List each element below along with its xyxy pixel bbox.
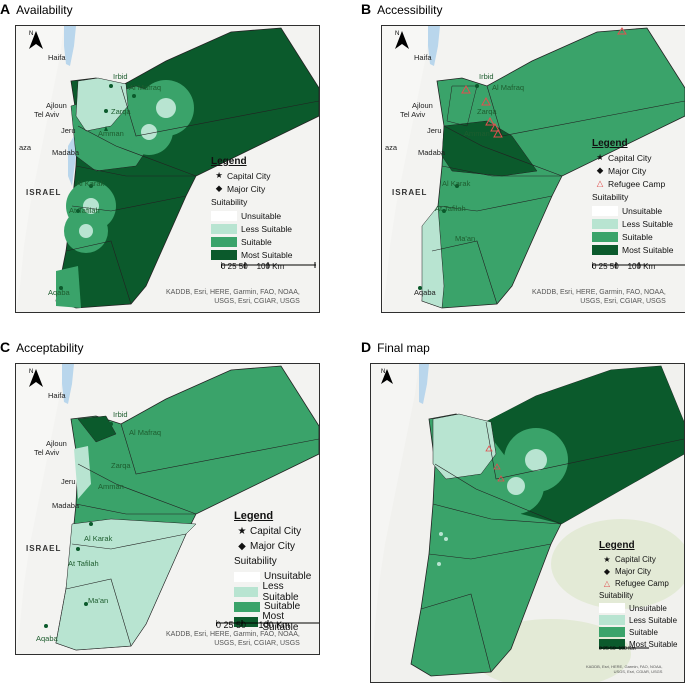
place-israel: ISRAEL xyxy=(392,188,428,197)
credit-a: KADDB, Esri, HERE, Garmin, FAO, NOAA, USG… xyxy=(166,289,300,305)
map-accessibility: N Haifa Irbid Al Mafraq Ajloun Tel Aviv … xyxy=(381,25,685,313)
place-israel: ISRAEL xyxy=(26,188,62,197)
star-icon: ★ xyxy=(215,170,223,180)
panel-d-title: D Final map xyxy=(361,339,430,355)
place-karak: Al Karak xyxy=(442,179,471,188)
scale-bar-b: 0 25 50 100 Km xyxy=(592,262,685,271)
place-maan: Ma'an xyxy=(455,234,476,243)
map-final: N Legend ★ Capital City ◆ Major City △ Refu… xyxy=(370,363,685,683)
place-irbid: Irbid xyxy=(113,72,128,81)
place-amman: Amman xyxy=(464,129,490,138)
scale-bar-a: 0 25 50 100 Km xyxy=(221,262,316,271)
place-telaviv: Tel Aviv xyxy=(400,110,426,119)
place-jeru: Jeru xyxy=(61,126,76,135)
map-b-graphic xyxy=(382,26,685,312)
place-tafilah: At Tafilah xyxy=(435,204,466,213)
place-tafilah: At Tafilah xyxy=(69,206,100,215)
scale-bar-c: 0 25 50 100 Km xyxy=(216,620,319,630)
place-karak: Al Karak xyxy=(76,179,105,188)
place-mafraq: Al Mafraq xyxy=(129,428,162,437)
place-ajloun: Ajloun xyxy=(46,101,67,110)
credit-c: KADDB, Esri, HERE, Garmin, FAO, NOAA, USG… xyxy=(166,631,300,647)
place-aqaba: Aqaba xyxy=(414,288,436,297)
panel-b-title: B Accessibility xyxy=(361,1,443,17)
credit-d: KADDB, Esri, HERE, Garmin, FAO, NOAA, USG… xyxy=(586,664,663,674)
place-aqaba: Aqaba xyxy=(36,634,58,643)
place-ajloun: Ajloun xyxy=(46,439,67,448)
place-amman: Amman xyxy=(98,129,124,138)
place-telaviv: Tel Aviv xyxy=(34,110,60,119)
place-mafraq: Al Mafraq xyxy=(129,83,162,92)
map-c-graphic xyxy=(16,364,319,654)
map-a-graphic xyxy=(16,26,319,312)
legend-c: Legend ★ Capital City ◆ Major City Suitabi… xyxy=(234,510,312,633)
map-acceptability: N Haifa Irbid Al Mafraq Ajloun Tel Aviv … xyxy=(15,363,320,655)
place-jeru: Jeru xyxy=(427,126,442,135)
place-amman: Amman xyxy=(98,482,124,491)
place-irbid: Irbid xyxy=(113,410,128,419)
map-availability: N Haifa Irbid Al Mafraq Ajloun Tel Aviv … xyxy=(15,25,320,313)
place-madaba: Madaba xyxy=(418,148,446,157)
place-zarqa: Zarqa xyxy=(111,107,131,116)
legend-d: Legend ★ Capital City ◆ Major City △ Refuge… xyxy=(599,540,678,649)
place-jeru: Jeru xyxy=(61,477,76,486)
diamond-icon: ◆ xyxy=(215,183,223,193)
place-gaza: aza xyxy=(19,143,32,152)
map-d-graphic xyxy=(371,364,684,682)
place-haifa: Haifa xyxy=(48,391,66,400)
place-zarqa: Zarqa xyxy=(477,107,497,116)
place-zarqa: Zarqa xyxy=(111,461,131,470)
north-arrow-icon: N xyxy=(29,369,43,387)
place-gaza: aza xyxy=(385,143,398,152)
place-israel: ISRAEL xyxy=(26,544,62,553)
panel-a-title: A Availability xyxy=(0,1,73,17)
legend-b: Legend ★ Capital City ◆ Major City △ Refuge… xyxy=(592,138,674,255)
place-telaviv: Tel Aviv xyxy=(34,448,60,457)
place-aqaba: Aqaba xyxy=(48,288,70,297)
place-maan: Ma'an xyxy=(88,596,109,605)
scale-bar-d: 0 25 50 100 Km xyxy=(599,646,649,652)
place-haifa: Haifa xyxy=(48,53,66,62)
panel-c-title: C Acceptability xyxy=(0,339,84,355)
credit-b: KADDB, Esri, HERE, Garmin, FAO, NOAA, USG… xyxy=(532,289,666,305)
place-tafilah: At Tafilah xyxy=(68,559,99,568)
place-madaba: Madaba xyxy=(52,148,80,157)
north-arrow-icon: N xyxy=(381,369,393,384)
triangle-icon: △ xyxy=(596,178,604,188)
place-madaba: Madaba xyxy=(52,501,80,510)
place-mafraq: Al Mafraq xyxy=(492,83,525,92)
place-irbid: Irbid xyxy=(479,72,494,81)
place-ajloun: Ajloun xyxy=(412,101,433,110)
place-karak: Al Karak xyxy=(84,534,113,543)
place-haifa: Haifa xyxy=(414,53,432,62)
north-arrow-icon: N xyxy=(29,31,43,49)
north-arrow-icon: N xyxy=(395,31,409,49)
legend-a: Legend ★ Capital City ◆ Major City Suitabi… xyxy=(211,156,293,260)
